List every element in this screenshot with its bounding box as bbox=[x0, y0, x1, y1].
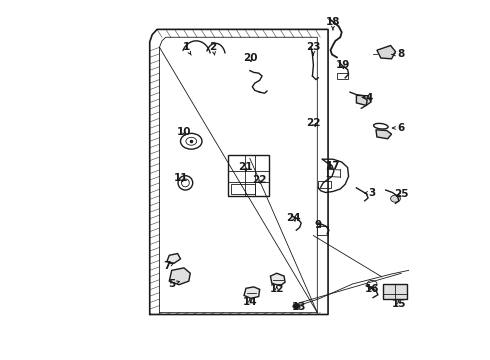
Polygon shape bbox=[244, 287, 260, 298]
Text: 23: 23 bbox=[306, 42, 320, 55]
Text: 4: 4 bbox=[362, 93, 373, 103]
Text: 20: 20 bbox=[243, 53, 257, 63]
Text: 6: 6 bbox=[392, 123, 405, 133]
Text: 14: 14 bbox=[243, 297, 257, 307]
Text: 9: 9 bbox=[315, 220, 322, 230]
Polygon shape bbox=[167, 253, 180, 263]
Circle shape bbox=[293, 304, 300, 309]
Polygon shape bbox=[376, 130, 392, 139]
Text: 18: 18 bbox=[326, 17, 340, 30]
Text: 22: 22 bbox=[306, 118, 320, 128]
Text: 25: 25 bbox=[394, 189, 409, 199]
Polygon shape bbox=[377, 45, 395, 59]
Bar bbox=[231, 184, 255, 194]
Text: 16: 16 bbox=[365, 284, 379, 294]
Text: 19: 19 bbox=[336, 60, 350, 70]
Bar bbox=[318, 226, 328, 234]
Bar bbox=[318, 181, 331, 188]
Bar bbox=[228, 155, 270, 196]
Polygon shape bbox=[169, 268, 190, 285]
Text: 15: 15 bbox=[392, 299, 406, 309]
Text: 12: 12 bbox=[270, 284, 284, 294]
Text: 17: 17 bbox=[326, 161, 340, 171]
Text: 7: 7 bbox=[163, 261, 173, 271]
Circle shape bbox=[391, 195, 400, 202]
Text: 13: 13 bbox=[292, 302, 306, 312]
Polygon shape bbox=[356, 95, 371, 105]
Text: 21: 21 bbox=[238, 162, 252, 172]
Bar bbox=[383, 284, 407, 299]
Text: 5: 5 bbox=[168, 279, 179, 289]
Bar bbox=[337, 73, 347, 79]
Text: 3: 3 bbox=[365, 188, 376, 198]
Text: 11: 11 bbox=[174, 173, 189, 183]
Text: 8: 8 bbox=[392, 49, 405, 59]
Text: 1: 1 bbox=[183, 42, 191, 55]
Text: 2: 2 bbox=[210, 42, 217, 55]
Text: 22: 22 bbox=[252, 175, 267, 185]
Text: 10: 10 bbox=[177, 127, 191, 136]
Text: 24: 24 bbox=[287, 213, 301, 222]
Polygon shape bbox=[270, 273, 285, 286]
